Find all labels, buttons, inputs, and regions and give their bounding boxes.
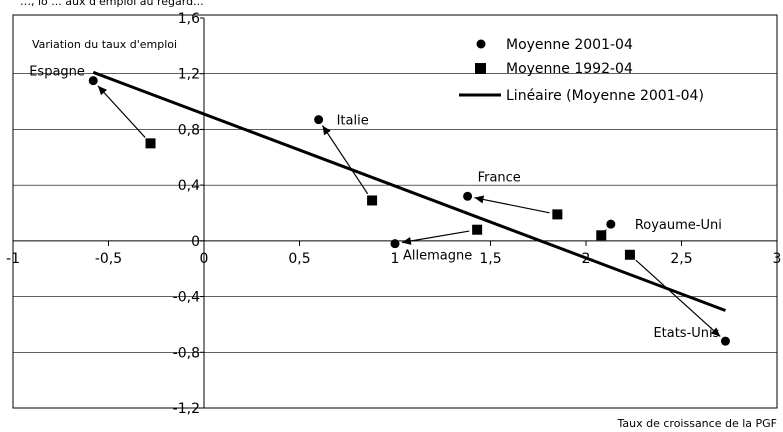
point-1992-1 [367, 195, 378, 206]
point-2001-1 [314, 115, 324, 125]
legend-circle-marker [476, 39, 486, 49]
x-tick-label-2: 0 [200, 251, 209, 267]
arrow-head-2 [474, 195, 485, 204]
legend-square-marker [475, 63, 486, 74]
arrow-line-2 [474, 197, 550, 214]
y-tick-label-5: -0,4 [173, 290, 200, 306]
legend-label-1992: Moyenne 1992-04 [506, 61, 633, 77]
x-tick-label-0: -1 [6, 251, 20, 267]
point-2001-3 [390, 239, 400, 249]
point-2001-2 [463, 191, 473, 201]
point-1992-3 [472, 224, 483, 235]
points-layer [88, 76, 730, 346]
arrow-head-1 [322, 125, 331, 136]
plot-frame [12, 14, 778, 409]
y-tick-label-6: -0,8 [173, 345, 200, 361]
country-label-3: Allemagne [403, 249, 472, 264]
arrow-line-1 [321, 125, 369, 195]
arrows-layer [97, 85, 721, 337]
y-tick-label-7: -1,2 [173, 401, 200, 417]
legend-label-trend: Linéaire (Moyenne 2001-04) [506, 88, 704, 104]
x-tick-label-8: 3 [773, 251, 782, 267]
point-1992-0 [145, 138, 156, 149]
y-tick-label-1: 1,2 [178, 67, 200, 83]
x-tick-label-5: 1,5 [479, 251, 501, 267]
point-1992-2 [552, 209, 563, 220]
arrow-head-5 [710, 327, 721, 337]
y-tick-label-0: 1,6 [178, 11, 200, 27]
point-2001-4 [606, 219, 616, 229]
country-label-2: France [478, 170, 521, 185]
tick-labels: 1,6 1,2 0,8 0,4 0 -0,4 -0,8 -1,2 -1 -0,5 0 0,5 1 1,5 2… [6, 11, 781, 417]
point-2001-0 [88, 76, 98, 86]
grid-lines [13, 73, 777, 409]
y-tick-label-4: 0 [191, 234, 200, 250]
arrow-line-5 [635, 259, 721, 337]
country-label-4: Royaume-Uni [635, 218, 722, 233]
y-tick-label-2: 0,8 [178, 122, 200, 138]
x-tick-label-4: 1 [391, 251, 400, 267]
x-axis-label: Taux de croissance de la PGF [617, 417, 778, 430]
arrow-line-3 [401, 230, 470, 244]
legend-label-2001: Moyenne 2001-04 [506, 37, 633, 53]
point-1992-4 [596, 230, 607, 241]
legend: Moyenne 2001-04 Moyenne 1992-04 Linéaire… [459, 37, 704, 104]
arrow-head-3 [401, 237, 412, 245]
point-2001-5 [720, 336, 730, 346]
x-tick-label-3: 0,5 [288, 251, 310, 267]
country-labels: Espagne Italie France Allemagne Royaume-Uni E… [29, 65, 722, 341]
country-label-0: Espagne [29, 65, 85, 80]
arrow-line-0 [97, 85, 146, 138]
y-axis-label: Variation du taux d'emploi [32, 38, 177, 51]
country-label-1: Italie [337, 114, 369, 129]
top-fragment-text: …, lo ... aux d'emploi au regard... [20, 0, 204, 8]
trendline [92, 70, 726, 312]
x-tick-label-7: 2,5 [670, 251, 692, 267]
arrow-head-0 [97, 85, 107, 96]
x-tick-label-1: -0,5 [95, 251, 122, 267]
point-1992-5 [624, 249, 635, 260]
y-tick-label-3: 0,4 [178, 178, 200, 194]
trendline-layer [92, 70, 726, 312]
country-label-5: Etats-Unis [653, 326, 719, 341]
